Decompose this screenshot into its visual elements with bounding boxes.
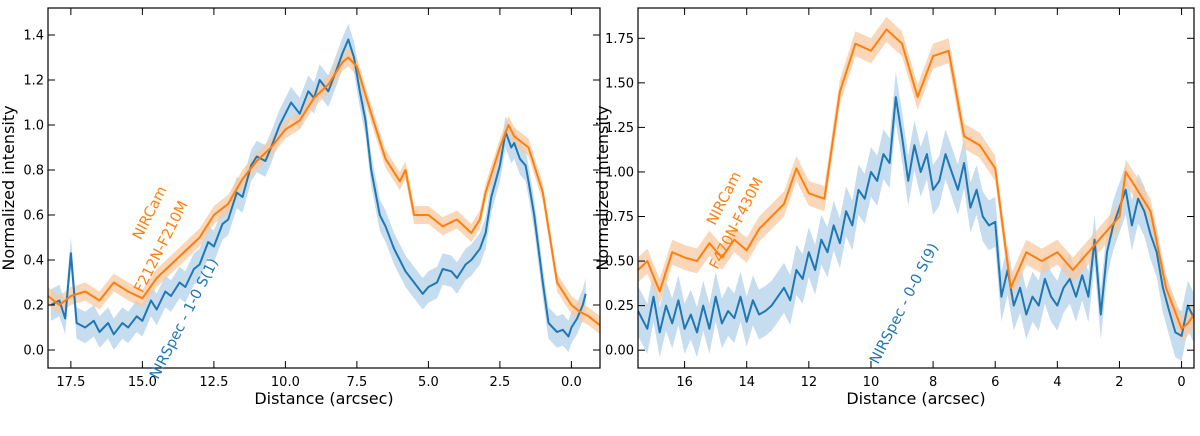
x-axis-label: Distance (arcsec)	[254, 389, 393, 408]
y-tick-label: 1.0	[23, 119, 44, 134]
y-tick-label: 1.4	[23, 29, 44, 44]
nirspec-series-line	[638, 96, 1194, 337]
y-tick-label: 1.25	[605, 121, 634, 136]
x-tick-label: 17.5	[56, 375, 85, 390]
left-panel: 17.5 15.0 12.5 10.0 7.5 5.0 2.5 0.0 0.0 0.2 0.4 0.6…	[0, 7, 601, 408]
x-tick-label: 4	[1053, 375, 1061, 390]
left-axes-frame	[47, 7, 601, 369]
y-tick-label: 0.4	[23, 254, 44, 269]
x-tick-label: 5.0	[418, 375, 439, 390]
y-tick-label: 0.25	[605, 299, 634, 314]
left-plot-area	[48, 23, 600, 353]
x-tick-label: 0	[1177, 375, 1185, 390]
nircam-uncertainty-band	[638, 16, 1194, 342]
x-tick-label: 8	[929, 375, 937, 390]
x-tick-label: 2.5	[490, 375, 511, 390]
nircam-uncertainty-band	[48, 48, 600, 335]
x-tick-label: 6	[991, 375, 999, 390]
y-tick-label: 0.2	[23, 299, 44, 314]
x-axis-label: Distance (arcsec)	[846, 389, 985, 408]
y-tick-label: 0.00	[605, 344, 634, 359]
y-tick-label: 0.8	[23, 164, 44, 179]
x-tick-label: 7.5	[347, 375, 368, 390]
y-tick-label: 0.50	[605, 255, 634, 270]
x-tick-label: 14	[738, 375, 755, 390]
y-tick-label: 0.75	[605, 210, 634, 225]
right-plot-area	[638, 16, 1194, 361]
x-tick-label: 0.0	[561, 375, 582, 390]
y-axis-label: Normalized intensity	[0, 105, 18, 270]
x-tick-label: 10.0	[271, 375, 300, 390]
y-tick-label: 1.75	[605, 32, 634, 47]
nirspec-annotation: NIRSpec - 0-0 S(9)	[867, 241, 942, 367]
x-tick-label: 16	[676, 375, 693, 390]
nircam-series-line	[638, 28, 1194, 330]
nirspec-uncertainty-band	[50, 23, 586, 353]
y-tick-label: 0.0	[23, 344, 44, 359]
x-tick-label: 15.0	[128, 375, 157, 390]
y-tick-label: 0.6	[23, 209, 44, 224]
y-tick-label: 1.50	[605, 76, 634, 91]
right-axes-frame	[637, 7, 1195, 369]
x-tick-label: 10	[863, 375, 880, 390]
right-panel: 16 14 12 10 8 6 4 2 0 0.00 0.25 0.50 0.75 1.00 1.25 1.5…	[593, 7, 1195, 408]
y-axis-label: Normalized intensity	[593, 105, 612, 270]
x-tick-label: 2	[1115, 375, 1123, 390]
nirspec-uncertainty-band	[638, 72, 1194, 361]
y-tick-label: 1.2	[23, 74, 44, 89]
x-tick-label: 12	[801, 375, 818, 390]
y-tick-label: 1.00	[605, 165, 634, 180]
nirspec-series-line	[50, 38, 587, 338]
x-tick-label: 12.5	[199, 375, 228, 390]
nircam-series-line	[48, 56, 600, 327]
